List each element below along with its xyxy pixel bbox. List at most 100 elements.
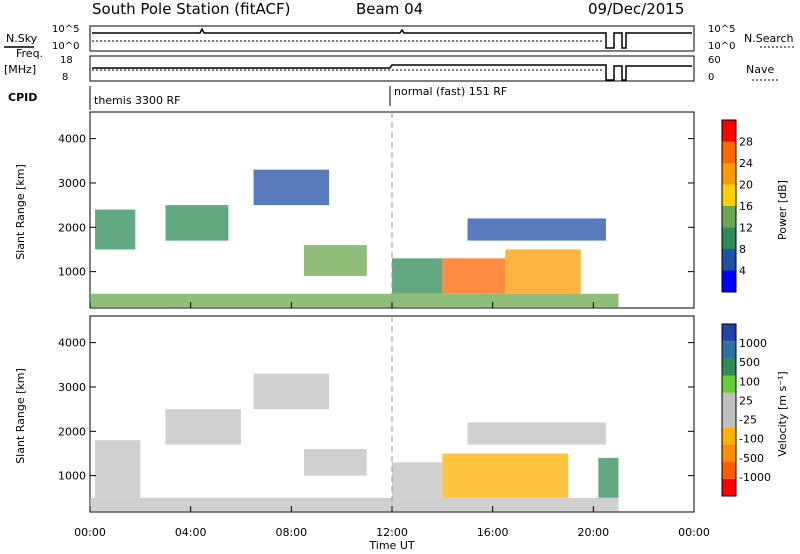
cpid-mode-2: normal (fast) 151 RF [394,85,507,98]
velocity-colorbar-label: Velocity [m s⁻¹] [776,371,789,456]
power-panel: 1000 2000 3000 4000 Slant Range [km] 4 8 12 16… [14,111,789,309]
power-colorbar-segment-7 [722,120,736,142]
velocity-colorbar-tick-0: -1000 [739,471,771,484]
velocity-data-regions [90,316,619,512]
velocity-y-tick-label-1: 2000 [58,425,86,438]
nsky-panel: N.Sky 10^5 10^0 10^5 10^0 N.Search [4,24,794,52]
time-tick-label-3: 12:00 [376,526,408,539]
velocity-colorbar-segment-7 [722,358,736,376]
freq-unit: [MHz] [4,63,36,76]
velocity-colorbar-frame [721,323,737,497]
power-colorbar-segment-1 [722,249,736,271]
power-region-1 [165,205,229,241]
nsky-tick-bottom-left: 10^0 [52,41,79,52]
velocity-colorbar-segment-8 [722,341,736,359]
power-colorbar-segment-4 [722,184,736,206]
power-region-2 [253,169,330,206]
freq-label: Freq. [16,47,43,60]
power-y-axis-label: Slant Range [km] [14,164,27,260]
power-y-tick-label-2: 3000 [58,177,86,190]
freq-line [92,64,692,81]
velocity-colorbar-segment-1 [722,461,736,479]
velocity-region-4 [392,462,443,498]
cpid-panel: CPID themis 3300 RF normal (fast) 151 RF [8,85,507,110]
power-colorbar-tick-0: 4 [739,265,746,278]
velocity-colorbar-tick-4: 25 [739,394,753,407]
power-colorbar-label: Power [dB] [776,180,789,240]
power-region-0 [95,209,136,250]
power-region-3 [303,245,367,277]
power-colorbar-frame [721,119,737,293]
power-region-5 [442,258,506,294]
velocity-y-ticks: 1000 2000 3000 4000 [58,337,694,483]
velocity-region-0 [95,440,141,498]
nsky-tick-top-left: 10^5 [52,24,79,35]
velocity-region-1 [165,409,241,445]
velocity-colorbar-tick-7: 1000 [739,337,767,350]
velocity-colorbar-tick-1: -500 [739,452,764,465]
station-title: South Pole Station (fitACF) [92,0,290,18]
velocity-colorbar-tick-2: -100 [739,433,764,446]
velocity-colorbar-segment-4 [722,410,736,428]
power-x-ticks [89,302,695,308]
nsky-tick-bottom-right: 10^0 [708,41,735,52]
nsky-line [92,27,692,49]
velocity-y-tick-label-0: 1000 [58,470,86,483]
velocity-colorbar-tick-6: 500 [739,356,760,369]
power-colorbar: 4 8 12 16 20 24 28 Power [dB] [721,119,789,293]
nave-tick-bottom: 0 [708,72,714,83]
power-colorbar-tick-3: 16 [739,200,753,213]
velocity-colorbar-segment-2 [722,444,736,462]
velocity-y-tick-label-2: 3000 [58,381,86,394]
nave-tick-top: 60 [708,55,721,66]
velocity-region-6 [467,422,606,445]
velocity-colorbar-segment-0 [722,478,736,496]
time-tick-label-4: 16:00 [477,526,509,539]
velocity-region-3 [303,449,367,476]
beam-title: Beam 04 [356,0,423,18]
power-colorbar-tick-5: 24 [739,157,753,170]
freq-tick-top: 18 [60,55,73,66]
power-region-7 [467,218,606,241]
velocity-region-5 [442,453,569,498]
power-colorbar-segment-3 [722,206,736,228]
time-tick-label-0: 00:00 [74,526,106,539]
power-y-tick-label-0: 1000 [58,266,86,279]
velocity-colorbar-segment-5 [722,392,736,410]
power-colorbar-segment-5 [722,163,736,185]
velocity-region-2 [253,373,330,410]
velocity-colorbar-tick-5: 100 [739,375,760,388]
freq-tick-bottom: 8 [62,72,68,83]
x-axis-label: Time UT [368,539,414,552]
power-region-4 [392,258,443,294]
nsky-label: N.Sky [6,32,38,45]
velocity-region-8 [90,497,619,512]
power-colorbar-tick-6: 28 [739,136,753,149]
power-data-regions [90,112,619,308]
nsky-tick-top-right: 10^5 [708,24,735,35]
power-colorbar-segment-6 [722,141,736,163]
time-tick-label-6: 00:00 [678,526,710,539]
velocity-colorbar-segment-3 [722,427,736,445]
power-region-6 [505,249,581,294]
time-axis-ticks: 00:00 04:00 08:00 12:00 16:00 20:00 00:00 [74,526,710,539]
time-tick-label-5: 20:00 [577,526,609,539]
velocity-colorbar-tick-3: -25 [739,414,757,427]
time-tick-label-1: 04:00 [175,526,207,539]
power-y-tick-label-1: 2000 [58,221,86,234]
velocity-y-axis-label: Slant Range [km] [14,368,27,464]
time-tick-label-2: 08:00 [275,526,307,539]
power-colorbar-tick-4: 20 [739,179,753,192]
power-colorbar-segment-2 [722,227,736,249]
freq-panel: Freq. [MHz] 18 8 60 0 Nave [4,47,778,83]
power-region-8 [90,293,619,308]
power-colorbar-tick-2: 12 [739,222,753,235]
power-y-ticks: 1000 2000 3000 4000 [58,133,694,279]
velocity-colorbar-segment-9 [722,324,736,342]
power-y-tick-label-3: 4000 [58,133,86,146]
nave-label: Nave [746,63,774,76]
velocity-region-7 [598,457,619,498]
date-title: 09/Dec/2015 [588,0,684,18]
